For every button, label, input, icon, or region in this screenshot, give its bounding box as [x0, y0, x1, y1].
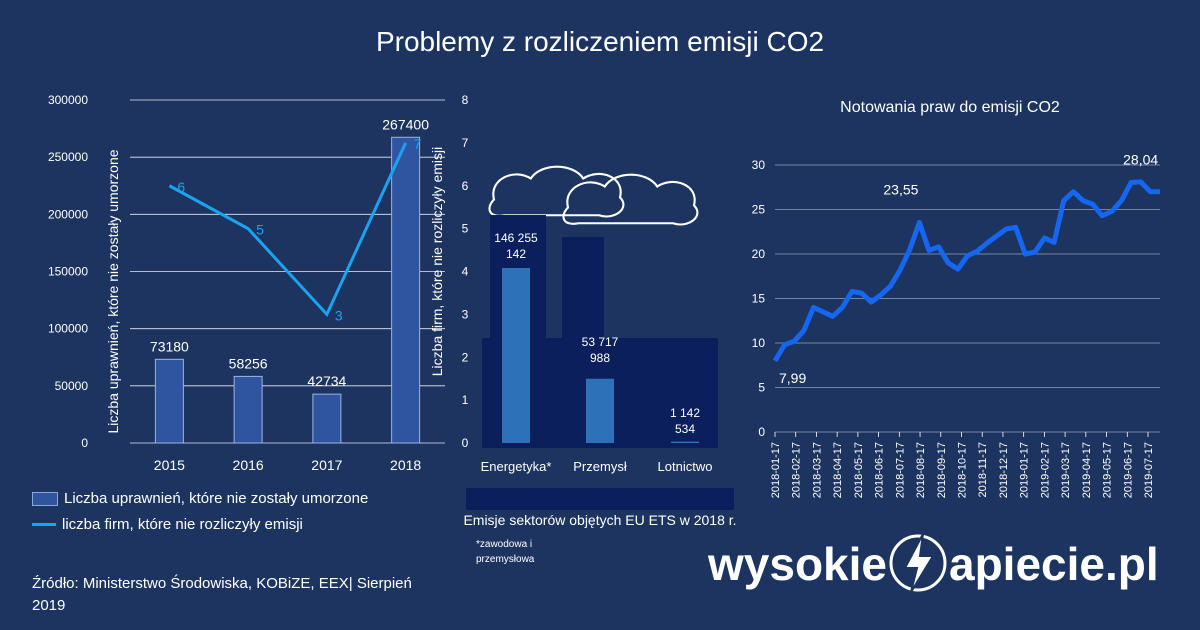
y-tick: 20: [752, 247, 766, 261]
x-tick-label: 2018-11-17: [977, 442, 989, 497]
y-tick-right: 0: [462, 436, 469, 450]
legend-label-line: liczba firm, które nie rozliczyły emisji: [62, 516, 303, 533]
ets-bar: [586, 378, 614, 443]
y-axis-label-right: Liczba firm, które nie rozliczyły emisji: [429, 147, 445, 377]
source-note: Źródło: Ministerstwo Środowiska, KOBiZE,…: [32, 575, 412, 614]
ets-value-label: 1 142: [670, 406, 700, 420]
page-title: Problemy z rozliczeniem emisji CO2: [375, 26, 825, 57]
ets-footnote: *zawodowa i przemysłowa: [476, 539, 535, 565]
y-tick-right: 2: [462, 350, 469, 364]
ets-value-label: 534: [675, 422, 695, 436]
y-tick: 5: [758, 381, 765, 395]
y-tick-right: 1: [462, 393, 469, 407]
bar-value-label: 42734: [307, 373, 346, 389]
x-tick-label: 2019-04-17: [1081, 442, 1093, 498]
cloud-outline: [562, 173, 699, 226]
legend-line-swatch: [32, 523, 56, 526]
y-tick: 15: [752, 292, 766, 306]
legend-label-bars: Liczba uprawnień, które nie zostały umor…: [64, 490, 369, 507]
bar: [312, 393, 342, 444]
price-chart-title: Notowania praw do emisji CO2: [840, 99, 1060, 116]
ets-category-label: Przemysł: [573, 459, 627, 474]
factory-chimney-2: [562, 237, 604, 345]
ets-value-label: 53 717: [582, 335, 619, 349]
x-tick-label: 2018-09-17: [936, 442, 948, 498]
x-tick-label: 2019-06-17: [1122, 442, 1134, 498]
lightning-logo-icon: [889, 533, 947, 593]
y-tick: 25: [752, 203, 766, 217]
x-tick-label: 2018-05-17: [853, 442, 865, 498]
x-tick-label: 2018: [390, 457, 421, 473]
smoke-cloud-right: [562, 173, 699, 226]
bar: [154, 358, 184, 444]
x-tick-label: 2015: [154, 457, 185, 473]
ets-chart-title: Emisje sektorów objętych EU ETS w 2018 r…: [463, 512, 737, 528]
y-axis-label-left: Liczba uprawnień, które nie zostały umor…: [105, 149, 121, 433]
bar: [233, 375, 263, 444]
x-tick-label: 2019-03-17: [1060, 442, 1072, 498]
y-tick: 0: [758, 425, 765, 439]
x-tick-label: 2018-12-17: [998, 442, 1010, 498]
x-tick-label: 2019-02-17: [1039, 442, 1051, 498]
ets-value-label: 142: [506, 247, 526, 261]
line-value-label: 6: [177, 179, 185, 195]
legend-item-line: liczba firm, które nie rozliczyły emisji: [32, 516, 303, 533]
y-tick-left: 200000: [48, 207, 88, 221]
brand-logo: wysokie apiecie.pl: [708, 532, 1159, 594]
bar-value-label: 73180: [150, 338, 189, 354]
y-tick-left: 100000: [48, 322, 88, 336]
price-line: [772, 179, 1160, 363]
factory-base: [466, 488, 734, 510]
price-annotation: 23,55: [883, 181, 918, 197]
bar-value-label: 267400: [382, 116, 429, 132]
y-tick-right: 7: [462, 136, 469, 150]
y-tick-right: 8: [462, 93, 469, 107]
ets-value-label: 988: [590, 351, 610, 365]
line-value-label: 7: [414, 136, 422, 152]
legend-bar-swatch: [32, 491, 58, 506]
bar-value-label: 58256: [229, 355, 268, 371]
price-annotation: 7,99: [779, 370, 806, 386]
x-tick-label: 2018-07-17: [894, 442, 906, 498]
x-tick-label: 2016: [233, 457, 264, 473]
ets-category-label: Lotnictwo: [658, 459, 713, 474]
line-value-label: 3: [335, 307, 343, 323]
x-tick-label: 2018-10-17: [957, 442, 969, 498]
y-tick-left: 50000: [55, 379, 89, 393]
y-tick: 10: [752, 336, 766, 350]
x-tick-label: 2019-01-17: [1019, 442, 1031, 498]
ets-bar: [671, 441, 699, 443]
x-tick-label: 2017: [311, 457, 342, 473]
y-tick-left: 250000: [48, 150, 88, 164]
x-tick-label: 2018-01-17: [770, 442, 782, 498]
y-tick-right: 5: [462, 222, 469, 236]
brand-text-part2: apiecie.pl: [949, 538, 1159, 590]
x-tick-label: 2019-05-17: [1102, 442, 1114, 498]
y-tick-left: 0: [81, 436, 88, 450]
y-tick-left: 300000: [48, 93, 88, 107]
y-tick: 30: [752, 158, 766, 172]
x-tick-label: 2018-04-17: [832, 442, 844, 498]
price-annotation: 28,04: [1123, 151, 1158, 167]
y-tick-left: 150000: [48, 265, 88, 279]
y-tick-right: 6: [462, 179, 469, 193]
line-series: [168, 142, 407, 318]
y-tick-right: 4: [462, 265, 469, 279]
y-tick-right: 3: [462, 307, 469, 321]
x-tick-label: 2018-06-17: [874, 442, 886, 498]
ets-value-label: 146 255: [494, 231, 538, 245]
bar: [391, 136, 421, 444]
x-tick-label: 2018-08-17: [915, 442, 927, 498]
ets-bar: [502, 268, 530, 443]
x-tick-label: 2018-02-17: [791, 442, 803, 498]
brand-text-part1: wysokie: [708, 538, 887, 590]
line-value-label: 5: [256, 222, 264, 238]
x-tick-label: 2019-07-17: [1143, 442, 1155, 498]
legend-item-bars: Liczba uprawnień, które nie zostały umor…: [32, 490, 368, 507]
ets-category-label: Energetyka*: [481, 459, 552, 474]
x-tick-label: 2018-03-17: [811, 442, 823, 498]
